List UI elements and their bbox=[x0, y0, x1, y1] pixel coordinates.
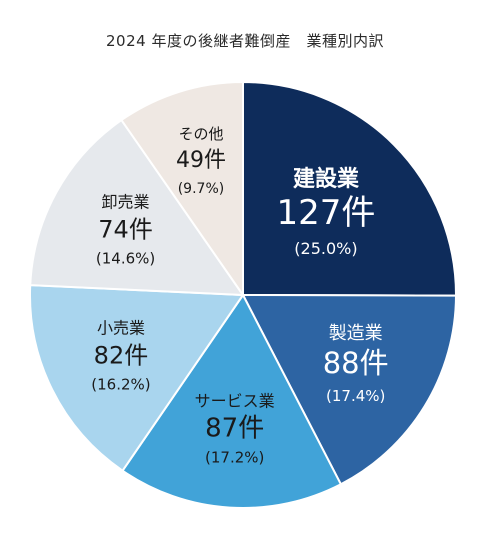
slice-count-label: 127件 bbox=[277, 193, 376, 233]
slice-name-label: 建設業 bbox=[293, 166, 360, 192]
slice-name-label: 小売業 bbox=[97, 318, 145, 337]
slice-name-label: サービス業 bbox=[195, 392, 275, 411]
slice-label-4: 小売業 82件 (16.2%) bbox=[91, 318, 150, 393]
pie-slice-6 bbox=[120, 80, 244, 299]
pie-slice-5 bbox=[29, 118, 245, 297]
slice-count-label: 49件 bbox=[176, 148, 226, 173]
slice-pct-label: (16.2%) bbox=[91, 375, 150, 393]
slice-count-label: 82件 bbox=[94, 341, 149, 369]
slice-label-6: その他 49件 (9.7%) bbox=[176, 125, 226, 197]
slice-label-3: サービス業 87件 (17.2%) bbox=[195, 392, 275, 467]
slice-pct-label: (14.6%) bbox=[96, 250, 155, 268]
slice-count-label: 74件 bbox=[98, 216, 153, 244]
pie-slice-1 bbox=[242, 80, 457, 297]
slice-count-label: 87件 bbox=[205, 414, 264, 444]
slice-pct-label: (17.4%) bbox=[326, 387, 385, 405]
pie-slice-4 bbox=[29, 284, 245, 473]
pie-slice-3 bbox=[121, 293, 343, 509]
slice-pct-label: (17.2%) bbox=[205, 449, 264, 467]
pie-slice-2 bbox=[241, 293, 458, 486]
slice-name-label: その他 bbox=[178, 125, 223, 143]
slice-pct-label: (9.7%) bbox=[178, 181, 225, 197]
chart-title: 2024 年度の後継者難倒産 業種別内訳 bbox=[106, 32, 384, 50]
slice-name-label: 卸売業 bbox=[102, 193, 150, 212]
slice-label-5: 卸売業 74件 (14.6%) bbox=[96, 193, 155, 268]
slice-name-label: 製造業 bbox=[329, 323, 383, 344]
slice-count-label: 88件 bbox=[323, 346, 389, 380]
slice-pct-label: (25.0%) bbox=[294, 239, 357, 258]
